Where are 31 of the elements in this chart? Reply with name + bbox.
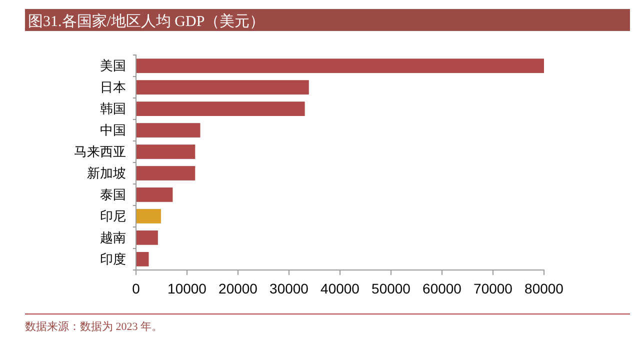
y-tick-label: 新加坡 — [87, 165, 126, 180]
x-tick-label: 20000 — [218, 280, 258, 296]
x-tick-label: 80000 — [524, 280, 564, 296]
bar — [136, 252, 149, 266]
x-tick-label: 30000 — [270, 280, 309, 296]
y-tick-label: 中国 — [100, 122, 126, 138]
bar — [136, 102, 305, 116]
chart-title: 图31.各国家/地区人均 GDP（美元） — [28, 13, 265, 30]
y-tick-label: 日本 — [100, 79, 126, 94]
x-tick-label: 40000 — [320, 280, 360, 296]
bar — [136, 209, 161, 224]
x-tick-label: 50000 — [372, 280, 411, 296]
y-tick-label: 马来西亚 — [74, 144, 126, 159]
bar — [136, 80, 309, 95]
y-tick-label: 印尼 — [100, 208, 126, 224]
bar — [136, 144, 196, 159]
source-note: 数据来源：数据为 2023 年。 — [25, 320, 162, 333]
x-tick-label: 10000 — [168, 280, 207, 296]
bar — [136, 188, 173, 202]
y-tick-label: 泰国 — [100, 186, 126, 202]
y-tick-label: 印度 — [100, 251, 126, 266]
x-tick-label: 0 — [132, 280, 140, 296]
x-tick-label: 70000 — [474, 280, 513, 296]
bar — [136, 230, 158, 245]
y-tick-label: 美国 — [100, 58, 126, 73]
y-tick-label: 韩国 — [100, 100, 126, 116]
bar — [136, 123, 200, 138]
x-tick-label: 60000 — [422, 280, 462, 296]
bar — [136, 166, 196, 180]
bar — [136, 58, 544, 74]
y-tick-label: 越南 — [100, 230, 126, 245]
